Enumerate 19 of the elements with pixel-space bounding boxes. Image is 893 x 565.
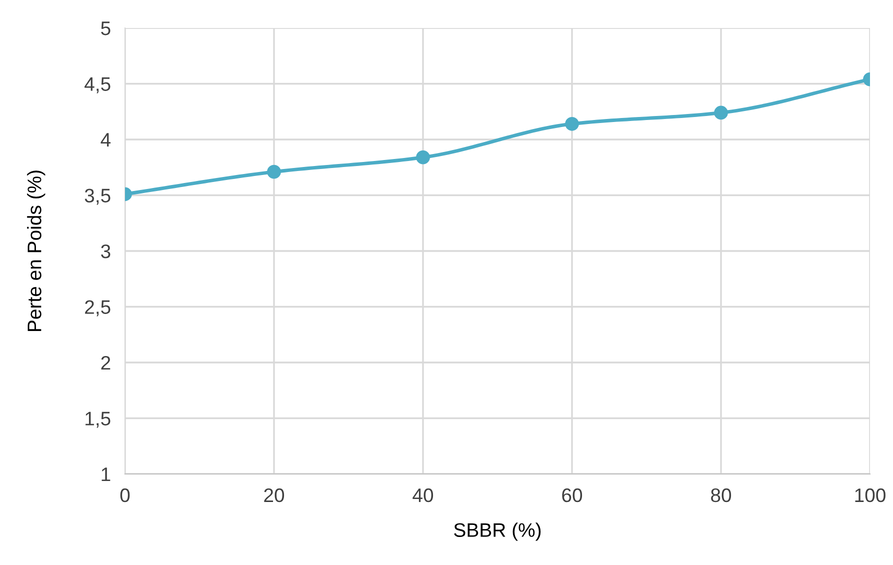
y-tick-label: 2,5 [85, 300, 110, 316]
x-tick-label: 0 [120, 488, 130, 502]
y-tick-label: 5 [101, 22, 110, 36]
y-tick-label: 4,5 [84, 77, 110, 94]
x-tick-label: 80 [711, 488, 732, 502]
y-tick-label: 2 [101, 356, 110, 370]
y-tick-label: 3 [101, 244, 110, 258]
y-tick-label: 1 [102, 468, 110, 482]
x-tick-label: 60 [562, 488, 582, 502]
y-axis-title: Perte en Poids (%) [27, 170, 46, 331]
x-axis-title: SBBR (%) [454, 522, 541, 541]
y-tick-label: 3,5 [84, 188, 110, 205]
point [416, 150, 430, 164]
x-tick-label: 100 [855, 488, 886, 502]
y-tick-label: 1,5 [86, 412, 110, 428]
x-tick-label: 40 [412, 488, 434, 502]
y-tick-label: 4 [100, 133, 111, 147]
point [565, 116, 579, 131]
x-tick-label: 20 [264, 488, 284, 502]
